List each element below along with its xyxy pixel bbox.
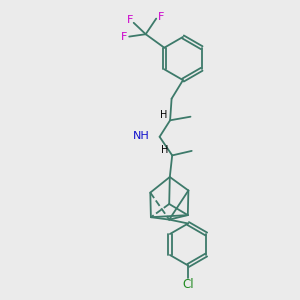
Text: Cl: Cl [182, 278, 194, 291]
Text: F: F [121, 32, 127, 42]
Text: NH: NH [133, 130, 150, 141]
Text: F: F [127, 15, 133, 25]
Text: H: H [160, 110, 167, 120]
Text: H: H [161, 145, 168, 155]
Text: F: F [158, 12, 164, 22]
